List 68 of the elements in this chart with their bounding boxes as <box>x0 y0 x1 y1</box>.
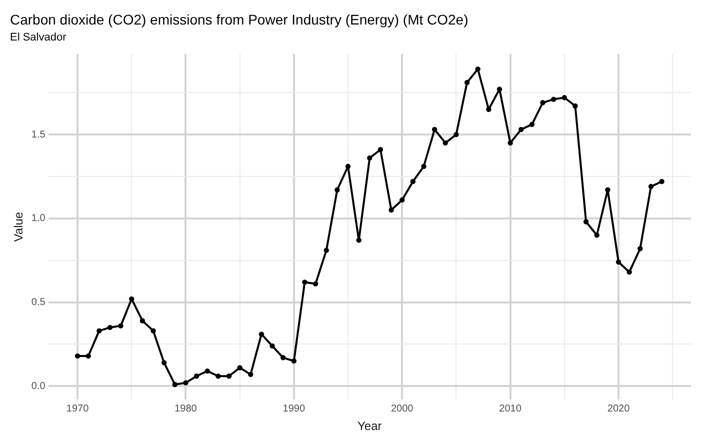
point <box>118 323 124 328</box>
point <box>400 197 405 203</box>
point <box>432 126 438 132</box>
point <box>388 207 394 213</box>
x-tick-label: 1990 <box>282 403 306 414</box>
point <box>638 246 643 252</box>
point <box>475 66 480 72</box>
x-tick-label: 2010 <box>499 403 522 414</box>
y-tick-label: 1.5 <box>31 129 46 140</box>
point <box>161 360 167 366</box>
point <box>172 382 178 388</box>
point <box>96 328 102 334</box>
point <box>194 374 200 379</box>
point <box>356 238 362 243</box>
point <box>248 372 254 378</box>
point <box>486 106 492 112</box>
point <box>378 147 384 152</box>
point <box>508 140 513 146</box>
point <box>183 380 188 386</box>
point <box>345 164 351 170</box>
point <box>291 358 297 364</box>
point <box>421 164 426 170</box>
y-tick-label: 0.5 <box>31 297 46 308</box>
point <box>312 281 318 286</box>
point <box>626 269 632 275</box>
point <box>237 365 242 370</box>
point <box>572 103 578 109</box>
point <box>150 328 156 334</box>
point <box>216 374 221 379</box>
point <box>594 232 600 238</box>
point <box>648 184 654 190</box>
point <box>74 353 80 359</box>
y-tick-label: 1.0 <box>31 213 46 224</box>
x-axis-title: Year <box>358 419 382 434</box>
chart-subtitle: El Salvador <box>10 31 67 44</box>
point <box>442 140 448 146</box>
point <box>529 122 535 128</box>
point <box>270 343 275 349</box>
point <box>550 96 556 102</box>
point <box>204 368 210 374</box>
y-axis-title: Value <box>12 212 26 242</box>
point <box>605 187 610 192</box>
point <box>410 178 416 184</box>
point <box>226 374 232 379</box>
point <box>659 178 664 184</box>
point <box>464 80 470 86</box>
point <box>258 332 264 337</box>
point <box>454 132 459 138</box>
point <box>367 155 372 161</box>
point <box>280 355 286 360</box>
point <box>496 86 502 92</box>
x-tick-label: 1980 <box>174 403 198 414</box>
point <box>86 353 91 359</box>
point <box>583 219 589 224</box>
point <box>562 95 568 100</box>
x-tick-label: 2020 <box>607 403 630 414</box>
y-tick-label: 0.0 <box>31 380 46 392</box>
point <box>140 318 146 324</box>
point <box>107 324 113 330</box>
x-tick-label: 2000 <box>390 403 414 414</box>
x-tick-label: 1970 <box>66 403 90 414</box>
point <box>616 259 622 265</box>
point <box>334 187 340 192</box>
chart-title: Carbon dioxide (CO2) emissions from Power Industry (Energy) (Mt CO2e) <box>10 11 468 28</box>
point <box>302 280 308 285</box>
point <box>540 100 546 106</box>
point <box>324 248 329 253</box>
point <box>518 126 524 132</box>
